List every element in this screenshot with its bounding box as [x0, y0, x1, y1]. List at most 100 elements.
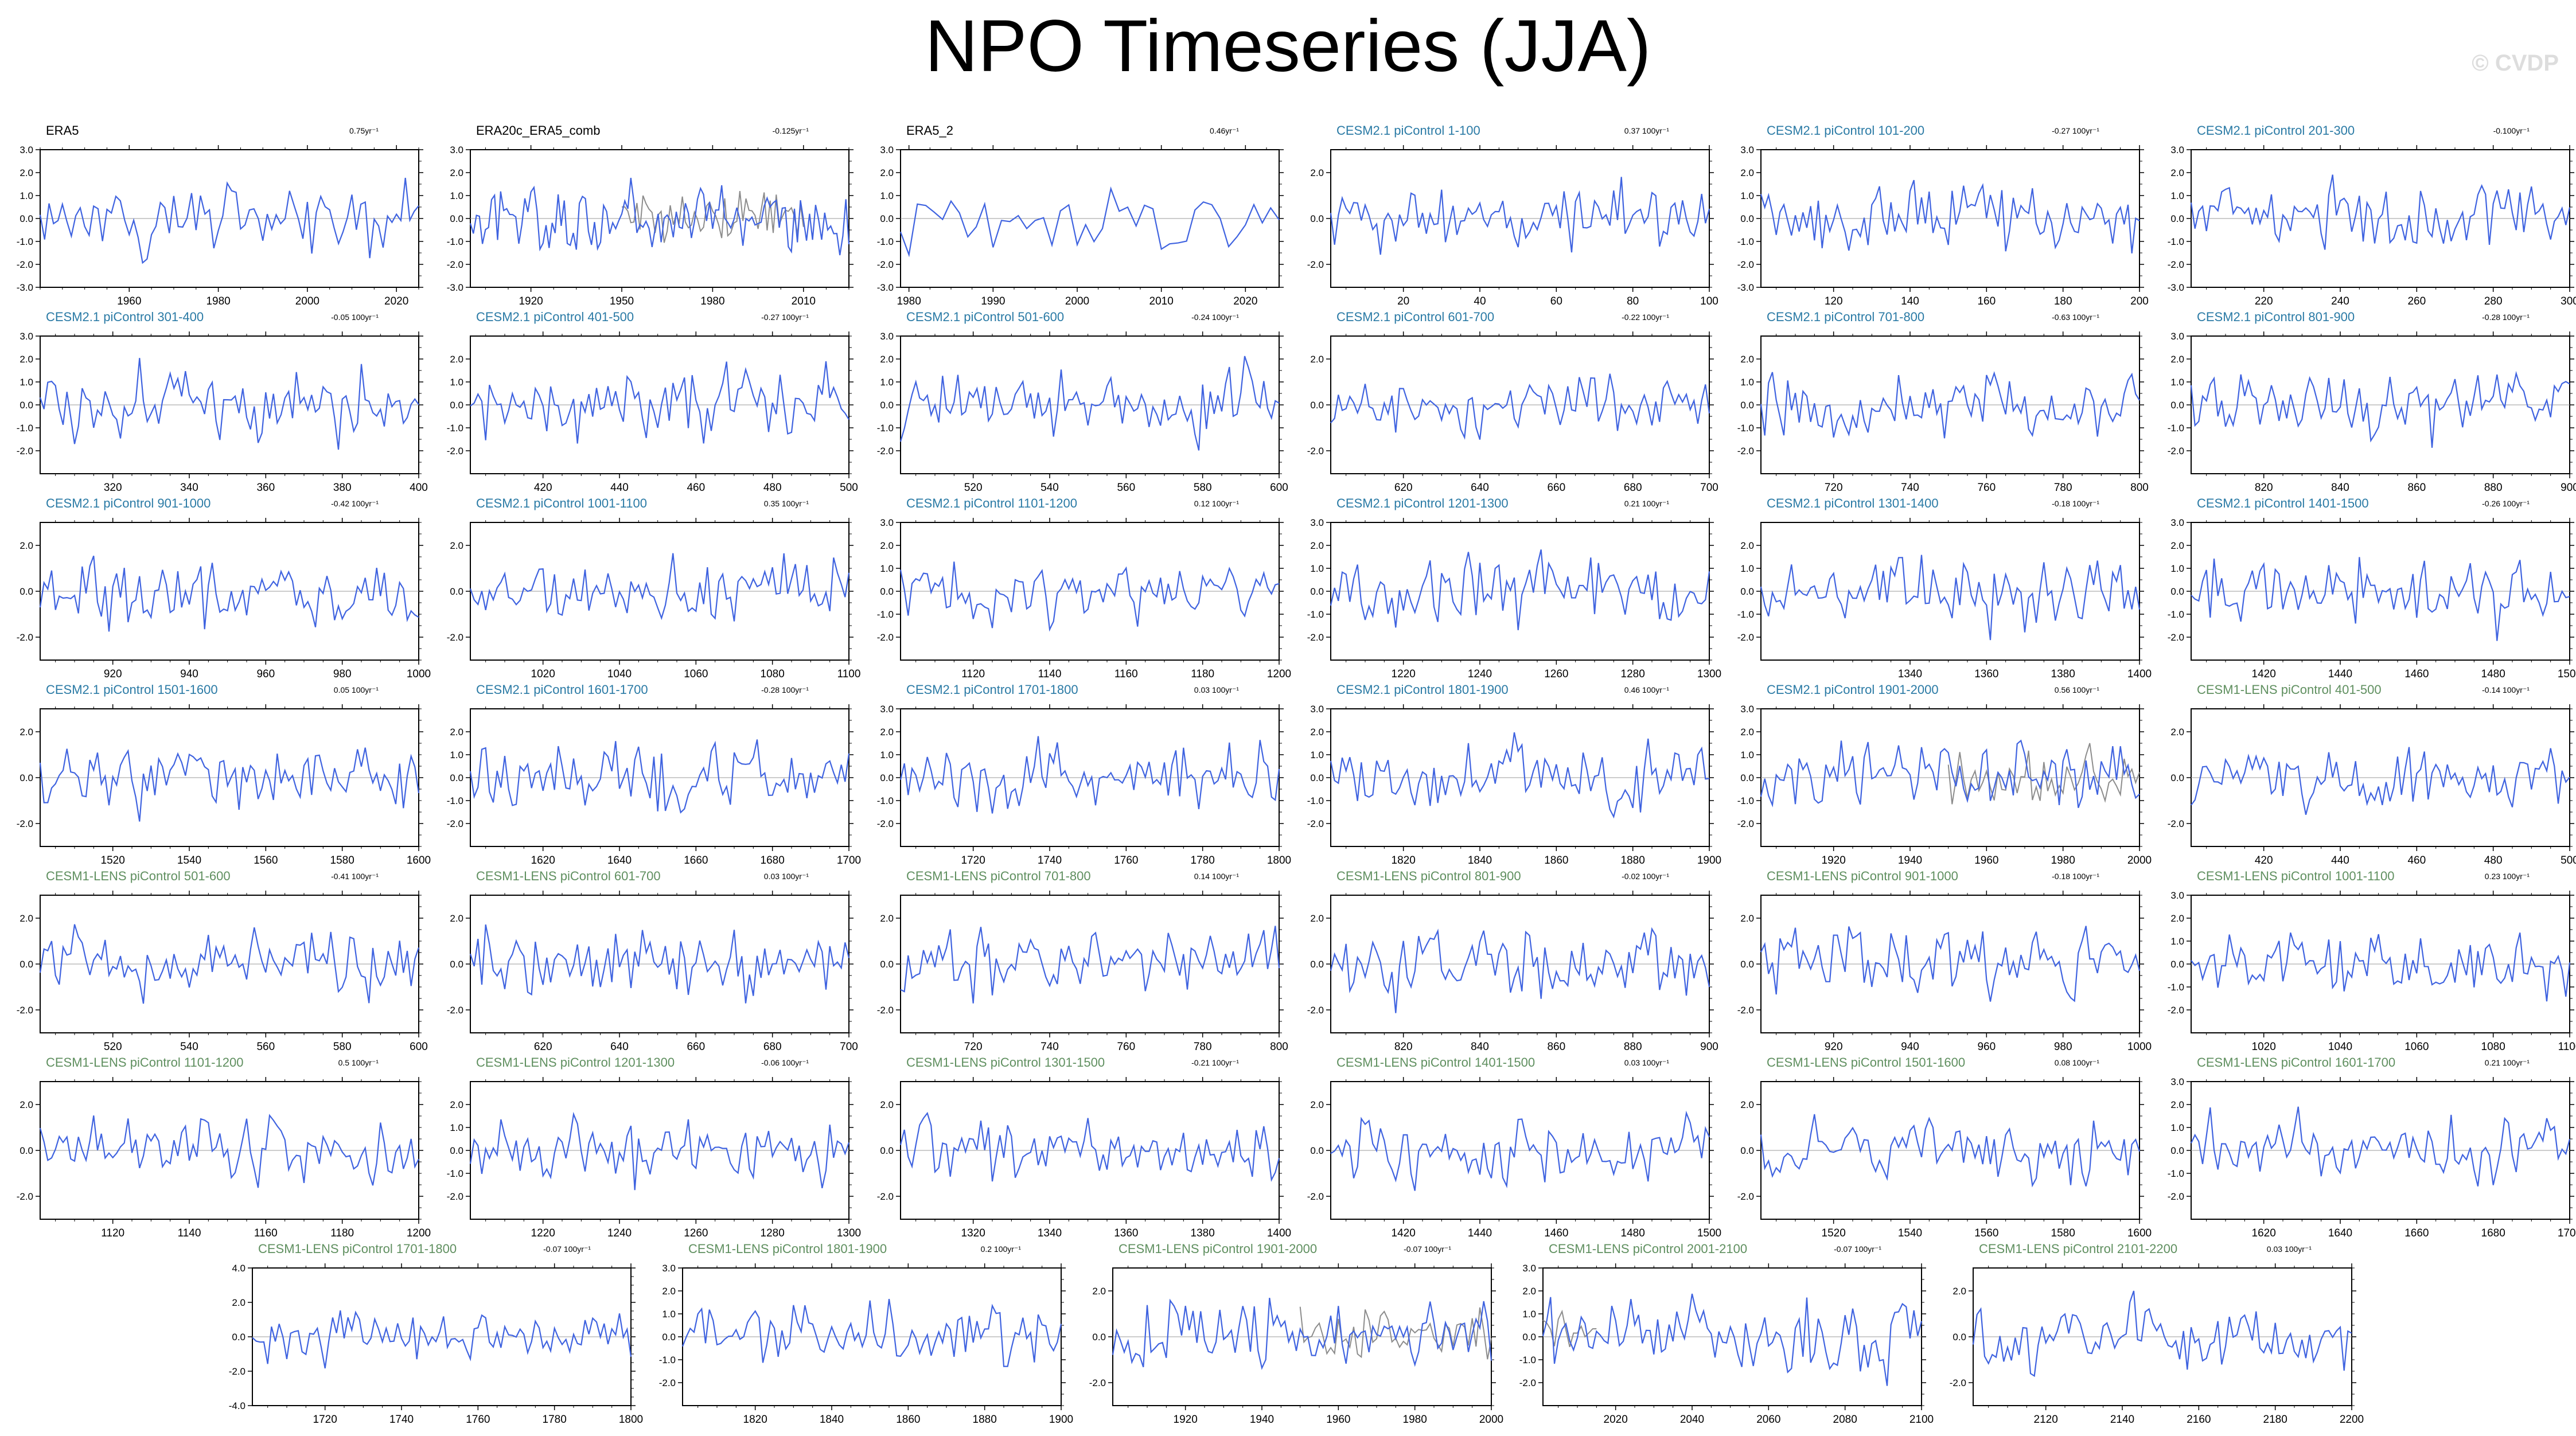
- panel-title: CESM1-LENS piControl 1201-1300: [476, 1055, 675, 1070]
- panel-title: CESM1-LENS piControl 901-1000: [1767, 869, 1958, 883]
- x-tick-label: 2040: [1680, 1414, 1704, 1426]
- panel-title: ERA5: [46, 123, 79, 138]
- y-tick-label: 2.0: [880, 1099, 894, 1110]
- x-tick-label: 400: [410, 482, 428, 494]
- panel-title: CESM1-LENS piControl 1401-1500: [1336, 1055, 1536, 1070]
- x-tick-label: 1800: [619, 1414, 643, 1426]
- timeseries-panel: ERA5 0.75yr⁻¹ 3.0 2.0 1.0 0.0 -1.0 -2.0 -3.0 1960…: [0, 123, 430, 313]
- x-tick-label: 620: [534, 1041, 552, 1053]
- series-line: [39, 1114, 419, 1188]
- series-line: [1760, 180, 2140, 253]
- panel-plot: 3.0 2.0 1.0 0.0 -1.0 -2.0 1420 1440 1460 1480 1500: [2168, 517, 2576, 680]
- x-tick-label: 2000: [2127, 854, 2152, 867]
- series-line: [681, 1298, 1062, 1367]
- timeseries-panel: CESM2.1 piControl 601-700 -0.22 100yr⁻¹ 2.…: [1291, 310, 1721, 499]
- x-tick-label: 1600: [407, 854, 431, 867]
- y-tick-label: -2.0: [17, 1191, 33, 1202]
- x-tick-label: 1320: [961, 1227, 985, 1239]
- x-tick-label: 200: [2130, 295, 2149, 307]
- timeseries-panel: CESM2.1 piControl 1601-1700 -0.28 100yr⁻¹…: [430, 682, 861, 872]
- timeseries-panel: CESM2.1 piControl 1101-1200 0.12 100yr⁻¹ 3…: [860, 496, 1291, 685]
- trend-label: 0.5 100yr⁻¹: [338, 1058, 379, 1067]
- x-tick-label: 1640: [607, 854, 632, 867]
- timeseries-panel: CESM1-LENS piControl 701-800 0.14 100yr⁻¹…: [860, 869, 1291, 1058]
- y-tick-label: 0.0: [1310, 959, 1324, 970]
- y-tick-label: 1.0: [880, 563, 894, 574]
- trend-label: 0.03 100yr⁻¹: [1194, 685, 1239, 694]
- overlay-series-line: [1947, 743, 2140, 805]
- y-tick-label: -1.0: [877, 423, 894, 434]
- x-tick-label: 920: [104, 668, 122, 680]
- trend-label: -0.18 100yr⁻¹: [2052, 499, 2099, 508]
- x-tick-label: 1780: [1191, 854, 1215, 867]
- series-line: [1972, 1290, 2352, 1378]
- x-tick-label: 1140: [1038, 668, 1062, 680]
- x-tick-label: 300: [2561, 295, 2576, 307]
- y-tick-label: 2.0: [1953, 1286, 1966, 1297]
- y-tick-label: -1.0: [659, 1355, 676, 1365]
- x-tick-label: 1920: [1822, 854, 1846, 867]
- x-tick-label: 540: [180, 1041, 198, 1053]
- y-tick-label: 2.0: [1310, 167, 1324, 178]
- y-tick-label: -1.0: [1737, 423, 1754, 434]
- y-tick-label: -2.0: [2168, 446, 2184, 456]
- y-tick-label: 1.0: [450, 190, 463, 201]
- x-tick-label: 960: [1977, 1041, 1996, 1053]
- y-tick-label: -2.0: [877, 259, 894, 270]
- x-tick-label: 1920: [519, 295, 543, 307]
- y-tick-label: -2.0: [17, 818, 33, 829]
- series-line: [1760, 739, 2140, 809]
- panel-plot: 2.0 0.0 -2.0 520 540 560 580 600: [17, 891, 428, 1053]
- y-tick-label: 1.0: [450, 1122, 463, 1133]
- y-tick-label: 2.0: [2170, 167, 2184, 178]
- x-tick-label: 700: [1700, 482, 1718, 494]
- y-tick-label: 0.0: [450, 1145, 463, 1156]
- x-tick-label: 1060: [2404, 1041, 2429, 1053]
- panel-plot: 3.0 2.0 1.0 0.0 -1.0 -2.0 320 340 360 380 400: [17, 331, 428, 494]
- series-line: [899, 736, 1280, 814]
- series-line: [899, 356, 1280, 451]
- panel-plot: 3.0 2.0 1.0 0.0 -1.0 -2.0 -3.0 1920 1950 1980 2010: [447, 145, 854, 307]
- x-tick-label: 440: [610, 482, 629, 494]
- y-tick-label: 1.0: [450, 750, 463, 760]
- y-tick-label: 2.0: [2170, 727, 2184, 737]
- timeseries-panel: CESM1-LENS piControl 1701-1800 -0.07 100y…: [212, 1242, 643, 1431]
- x-tick-label: 760: [1977, 482, 1996, 494]
- y-tick-label: -2.0: [447, 259, 463, 270]
- panel-plot: 3.0 2.0 1.0 0.0 -1.0 -2.0 1220 1240 1260 1280 1300: [1307, 517, 1721, 680]
- x-tick-label: 1620: [531, 854, 555, 867]
- panel-title: CESM2.1 piControl 101-200: [1767, 123, 1925, 138]
- x-tick-label: 2020: [1233, 295, 1257, 307]
- trend-label: 0.46yr⁻¹: [1210, 126, 1239, 135]
- y-tick-label: 2.0: [1092, 1286, 1106, 1297]
- panel-title: CESM2.1 piControl 601-700: [1336, 310, 1495, 324]
- panel-plot: 3.0 2.0 1.0 0.0 -1.0 -2.0 1820 1840 1860 1880 1900: [1307, 704, 1721, 867]
- timeseries-panel: CESM1-LENS piControl 401-500 -0.14 100yr⁻…: [2151, 682, 2576, 872]
- x-tick-label: 260: [2407, 295, 2426, 307]
- x-tick-label: 1520: [101, 854, 125, 867]
- y-tick-label: 0.0: [1310, 400, 1324, 411]
- y-tick-label: -1.0: [877, 609, 894, 620]
- series-line: [39, 177, 419, 264]
- series-line: [899, 186, 1280, 257]
- x-tick-label: 2200: [2340, 1414, 2364, 1426]
- x-tick-label: 1260: [1544, 668, 1568, 680]
- x-tick-label: 820: [1394, 1041, 1413, 1053]
- y-tick-label: 2.0: [1740, 354, 1754, 365]
- x-tick-label: 620: [1394, 482, 1413, 494]
- y-tick-label: -1.0: [447, 1168, 463, 1179]
- timeseries-panel: CESM2.1 piControl 901-1000 -0.42 100yr⁻¹ 2…: [0, 496, 431, 685]
- x-tick-label: 1680: [2481, 1227, 2505, 1239]
- y-tick-label: -1.0: [17, 236, 33, 247]
- x-tick-label: 1240: [1468, 668, 1492, 680]
- panel-title: CESM2.1 piControl 401-500: [476, 310, 634, 324]
- y-tick-label: 2.0: [1740, 1099, 1754, 1110]
- y-tick-label: 3.0: [880, 331, 894, 342]
- x-tick-label: 2020: [384, 295, 408, 307]
- y-tick-label: -2.0: [447, 632, 463, 643]
- y-tick-label: -1.0: [877, 795, 894, 806]
- panel-plot: 2.0 0.0 -2.0 420 440 460 480 500: [2168, 704, 2576, 867]
- y-tick-label: 2.0: [880, 913, 894, 924]
- x-tick-label: 1480: [2481, 668, 2505, 680]
- x-tick-label: 900: [2561, 482, 2576, 494]
